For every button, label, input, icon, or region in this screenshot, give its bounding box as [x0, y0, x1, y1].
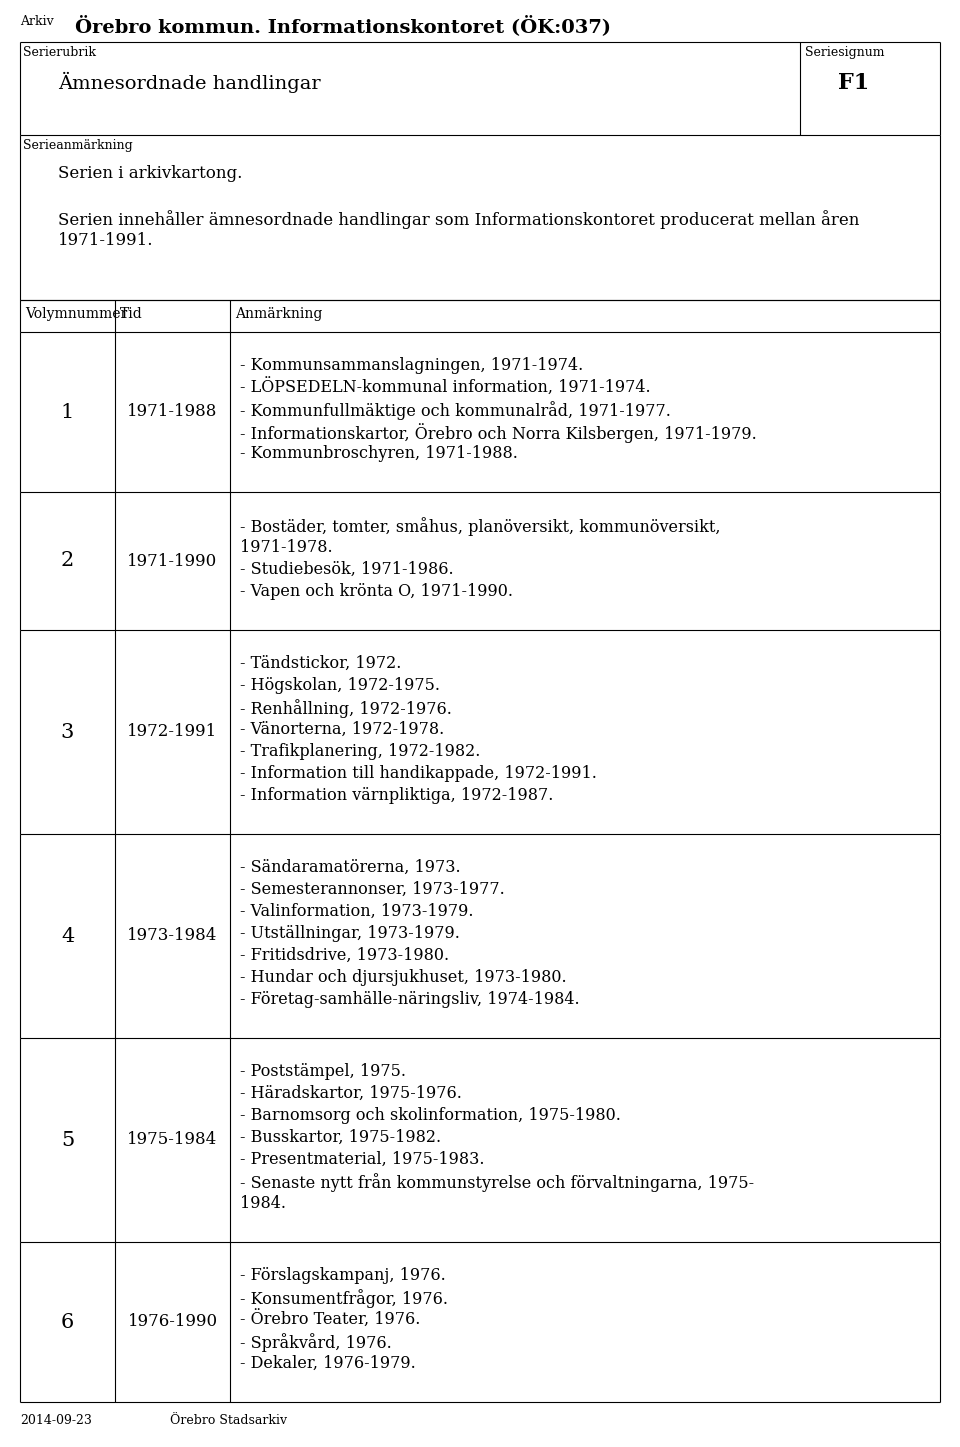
Text: - Kommunbroschyren, 1971-1988.: - Kommunbroschyren, 1971-1988.	[240, 446, 517, 462]
Text: 1: 1	[60, 402, 74, 421]
Text: - Vänorterna, 1972-1978.: - Vänorterna, 1972-1978.	[240, 721, 444, 738]
Text: - Företag-samhälle-näringsliv, 1974-1984.: - Företag-samhälle-näringsliv, 1974-1984…	[240, 991, 580, 1009]
Text: - Kommunfullmäktige och kommunalråd, 1971-1977.: - Kommunfullmäktige och kommunalråd, 197…	[240, 401, 671, 420]
Text: - Busskartor, 1975-1982.: - Busskartor, 1975-1982.	[240, 1129, 442, 1146]
Text: - Vapen och krönta O, 1971-1990.: - Vapen och krönta O, 1971-1990.	[240, 583, 513, 601]
Text: 2: 2	[60, 551, 74, 570]
Text: Ämnesordnade handlingar: Ämnesordnade handlingar	[58, 72, 321, 93]
Text: 2014-09-23: 2014-09-23	[20, 1414, 92, 1427]
Text: - Informationskartor, Örebro och Norra Kilsbergen, 1971-1979.: - Informationskartor, Örebro och Norra K…	[240, 423, 756, 443]
Text: - Konsumentfrågor, 1976.: - Konsumentfrågor, 1976.	[240, 1289, 448, 1308]
Text: 5: 5	[60, 1130, 74, 1149]
Text: 1971-1988: 1971-1988	[128, 404, 218, 421]
Text: - Sändaramatörerna, 1973.: - Sändaramatörerna, 1973.	[240, 860, 461, 875]
Text: - Örebro Teater, 1976.: - Örebro Teater, 1976.	[240, 1311, 420, 1330]
Text: - Tändstickor, 1972.: - Tändstickor, 1972.	[240, 655, 401, 671]
Text: 1971-1990: 1971-1990	[128, 553, 218, 570]
Text: - Bostäder, tomter, småhus, planöversikt, kommunöversikt,: - Bostäder, tomter, småhus, planöversikt…	[240, 517, 721, 535]
Text: - Senaste nytt från kommunstyrelse och förvaltningarna, 1975-: - Senaste nytt från kommunstyrelse och f…	[240, 1174, 755, 1192]
Text: - Kommunsammanslagningen, 1971-1974.: - Kommunsammanslagningen, 1971-1974.	[240, 357, 584, 373]
Text: 1971-1978.: 1971-1978.	[240, 538, 332, 556]
Text: 1975-1984: 1975-1984	[128, 1132, 218, 1149]
Text: - Språkvård, 1976.: - Språkvård, 1976.	[240, 1333, 392, 1351]
Text: 1973-1984: 1973-1984	[128, 928, 218, 945]
Text: - Fritidsdrive, 1973-1980.: - Fritidsdrive, 1973-1980.	[240, 946, 449, 964]
Text: - Trafikplanering, 1972-1982.: - Trafikplanering, 1972-1982.	[240, 742, 480, 760]
Text: - Semesterannonser, 1973-1977.: - Semesterannonser, 1973-1977.	[240, 881, 505, 899]
Text: Serien i arkivkartong.: Serien i arkivkartong.	[58, 165, 242, 182]
Text: Serierubrik: Serierubrik	[23, 46, 96, 59]
Text: - Hundar och djursjukhuset, 1973-1980.: - Hundar och djursjukhuset, 1973-1980.	[240, 969, 566, 985]
Text: 1984.: 1984.	[240, 1195, 286, 1213]
Text: - Valinformation, 1973-1979.: - Valinformation, 1973-1979.	[240, 903, 473, 920]
Text: 6: 6	[60, 1312, 74, 1331]
Text: 4: 4	[60, 926, 74, 945]
Text: - Högskolan, 1972-1975.: - Högskolan, 1972-1975.	[240, 677, 440, 695]
Text: Serien innehåller ämnesordnade handlingar som Informationskontoret producerat me: Serien innehåller ämnesordnade handlinga…	[58, 210, 859, 249]
Text: Anmärkning: Anmärkning	[235, 307, 323, 321]
Text: - Utställningar, 1973-1979.: - Utställningar, 1973-1979.	[240, 925, 460, 942]
Text: Tid: Tid	[120, 307, 143, 321]
Text: - Information till handikappade, 1972-1991.: - Information till handikappade, 1972-19…	[240, 765, 597, 781]
Text: - LÖPSEDELN-kommunal information, 1971-1974.: - LÖPSEDELN-kommunal information, 1971-1…	[240, 379, 651, 396]
Text: Örebro Stadsarkiv: Örebro Stadsarkiv	[170, 1414, 287, 1427]
Text: - Dekaler, 1976-1979.: - Dekaler, 1976-1979.	[240, 1354, 416, 1372]
Text: F1: F1	[838, 72, 869, 94]
Text: Volymnummer: Volymnummer	[25, 307, 128, 321]
Text: 3: 3	[60, 722, 74, 741]
Text: 1972-1991: 1972-1991	[128, 724, 218, 741]
Text: Serieanmärkning: Serieanmärkning	[23, 139, 132, 152]
Text: - Renhållning, 1972-1976.: - Renhållning, 1972-1976.	[240, 699, 452, 718]
Text: - Förslagskampanj, 1976.: - Förslagskampanj, 1976.	[240, 1268, 445, 1283]
Text: - Barnomsorg och skolinformation, 1975-1980.: - Barnomsorg och skolinformation, 1975-1…	[240, 1107, 621, 1124]
Text: - Studiebesök, 1971-1986.: - Studiebesök, 1971-1986.	[240, 561, 454, 577]
Text: Örebro kommun. Informationskontoret (ÖK:037): Örebro kommun. Informationskontoret (ÖK:…	[75, 14, 611, 36]
Text: - Information värnpliktiga, 1972-1987.: - Information värnpliktiga, 1972-1987.	[240, 787, 553, 805]
Text: Arkiv: Arkiv	[20, 14, 54, 27]
Text: Seriesignum: Seriesignum	[805, 46, 884, 59]
Text: - Häradskartor, 1975-1976.: - Häradskartor, 1975-1976.	[240, 1085, 462, 1103]
Text: - Poststämpel, 1975.: - Poststämpel, 1975.	[240, 1064, 406, 1079]
Text: 1976-1990: 1976-1990	[128, 1314, 218, 1330]
Text: - Presentmaterial, 1975-1983.: - Presentmaterial, 1975-1983.	[240, 1150, 485, 1168]
